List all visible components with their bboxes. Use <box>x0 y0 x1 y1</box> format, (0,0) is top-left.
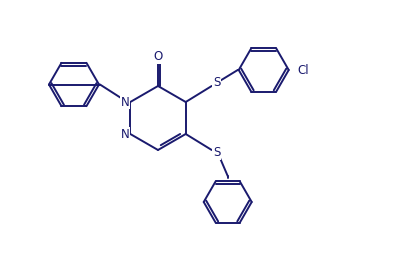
Text: Cl: Cl <box>297 64 309 77</box>
Text: O: O <box>153 50 163 64</box>
Text: S: S <box>213 77 220 89</box>
Text: S: S <box>213 147 220 159</box>
Text: N: N <box>121 128 130 140</box>
Text: N: N <box>121 96 130 108</box>
